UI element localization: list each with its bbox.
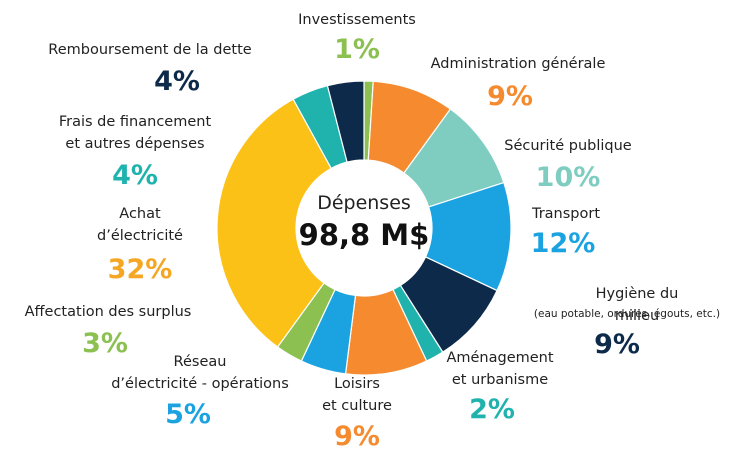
value-label: 9%	[334, 421, 380, 449]
category-label: Aménagement et urbanisme	[446, 350, 554, 388]
value-label: 4%	[154, 66, 200, 97]
value-label: 9%	[594, 329, 640, 360]
category-label: Investissements	[298, 12, 416, 28]
center-value: 98,8 M$	[298, 218, 430, 252]
category-label: Frais de financement et autres dépenses	[58, 114, 212, 152]
value-label: 1%	[334, 34, 380, 65]
category-label: Achat d’électricité	[97, 206, 183, 244]
value-label: 5%	[165, 399, 211, 430]
category-label: Transport	[531, 206, 601, 222]
value-label: 12%	[530, 228, 596, 259]
value-label: 9%	[487, 81, 533, 112]
center-label: Dépenses	[317, 192, 411, 214]
value-label: 4%	[112, 160, 158, 191]
donut-segment	[326, 80, 365, 163]
category-label: Hygiène du milieu	[595, 286, 679, 324]
category-label: Administration générale	[430, 56, 606, 72]
value-label: 32%	[107, 254, 173, 285]
donut-segment	[216, 98, 333, 348]
category-label: Réseau d’électricité - opérations	[111, 354, 289, 392]
category-label: Loisirs et culture	[322, 376, 392, 414]
value-label: 2%	[469, 394, 515, 425]
category-label: Sécurité publique	[504, 138, 632, 154]
category-label: Affectation des surplus	[24, 304, 192, 320]
category-label: Remboursement de la dette	[48, 42, 252, 58]
value-label: 10%	[535, 162, 601, 193]
value-label: 3%	[82, 328, 128, 359]
annotation: (eau potable, ordures, égouts, etc.)	[533, 308, 721, 320]
